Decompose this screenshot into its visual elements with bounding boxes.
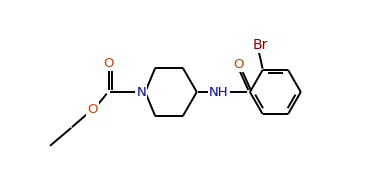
Text: O: O (87, 103, 98, 116)
Text: O: O (233, 58, 244, 71)
Text: NH: NH (209, 86, 229, 98)
Text: O: O (103, 57, 114, 70)
Text: Br: Br (253, 38, 268, 52)
Text: N: N (137, 86, 146, 98)
